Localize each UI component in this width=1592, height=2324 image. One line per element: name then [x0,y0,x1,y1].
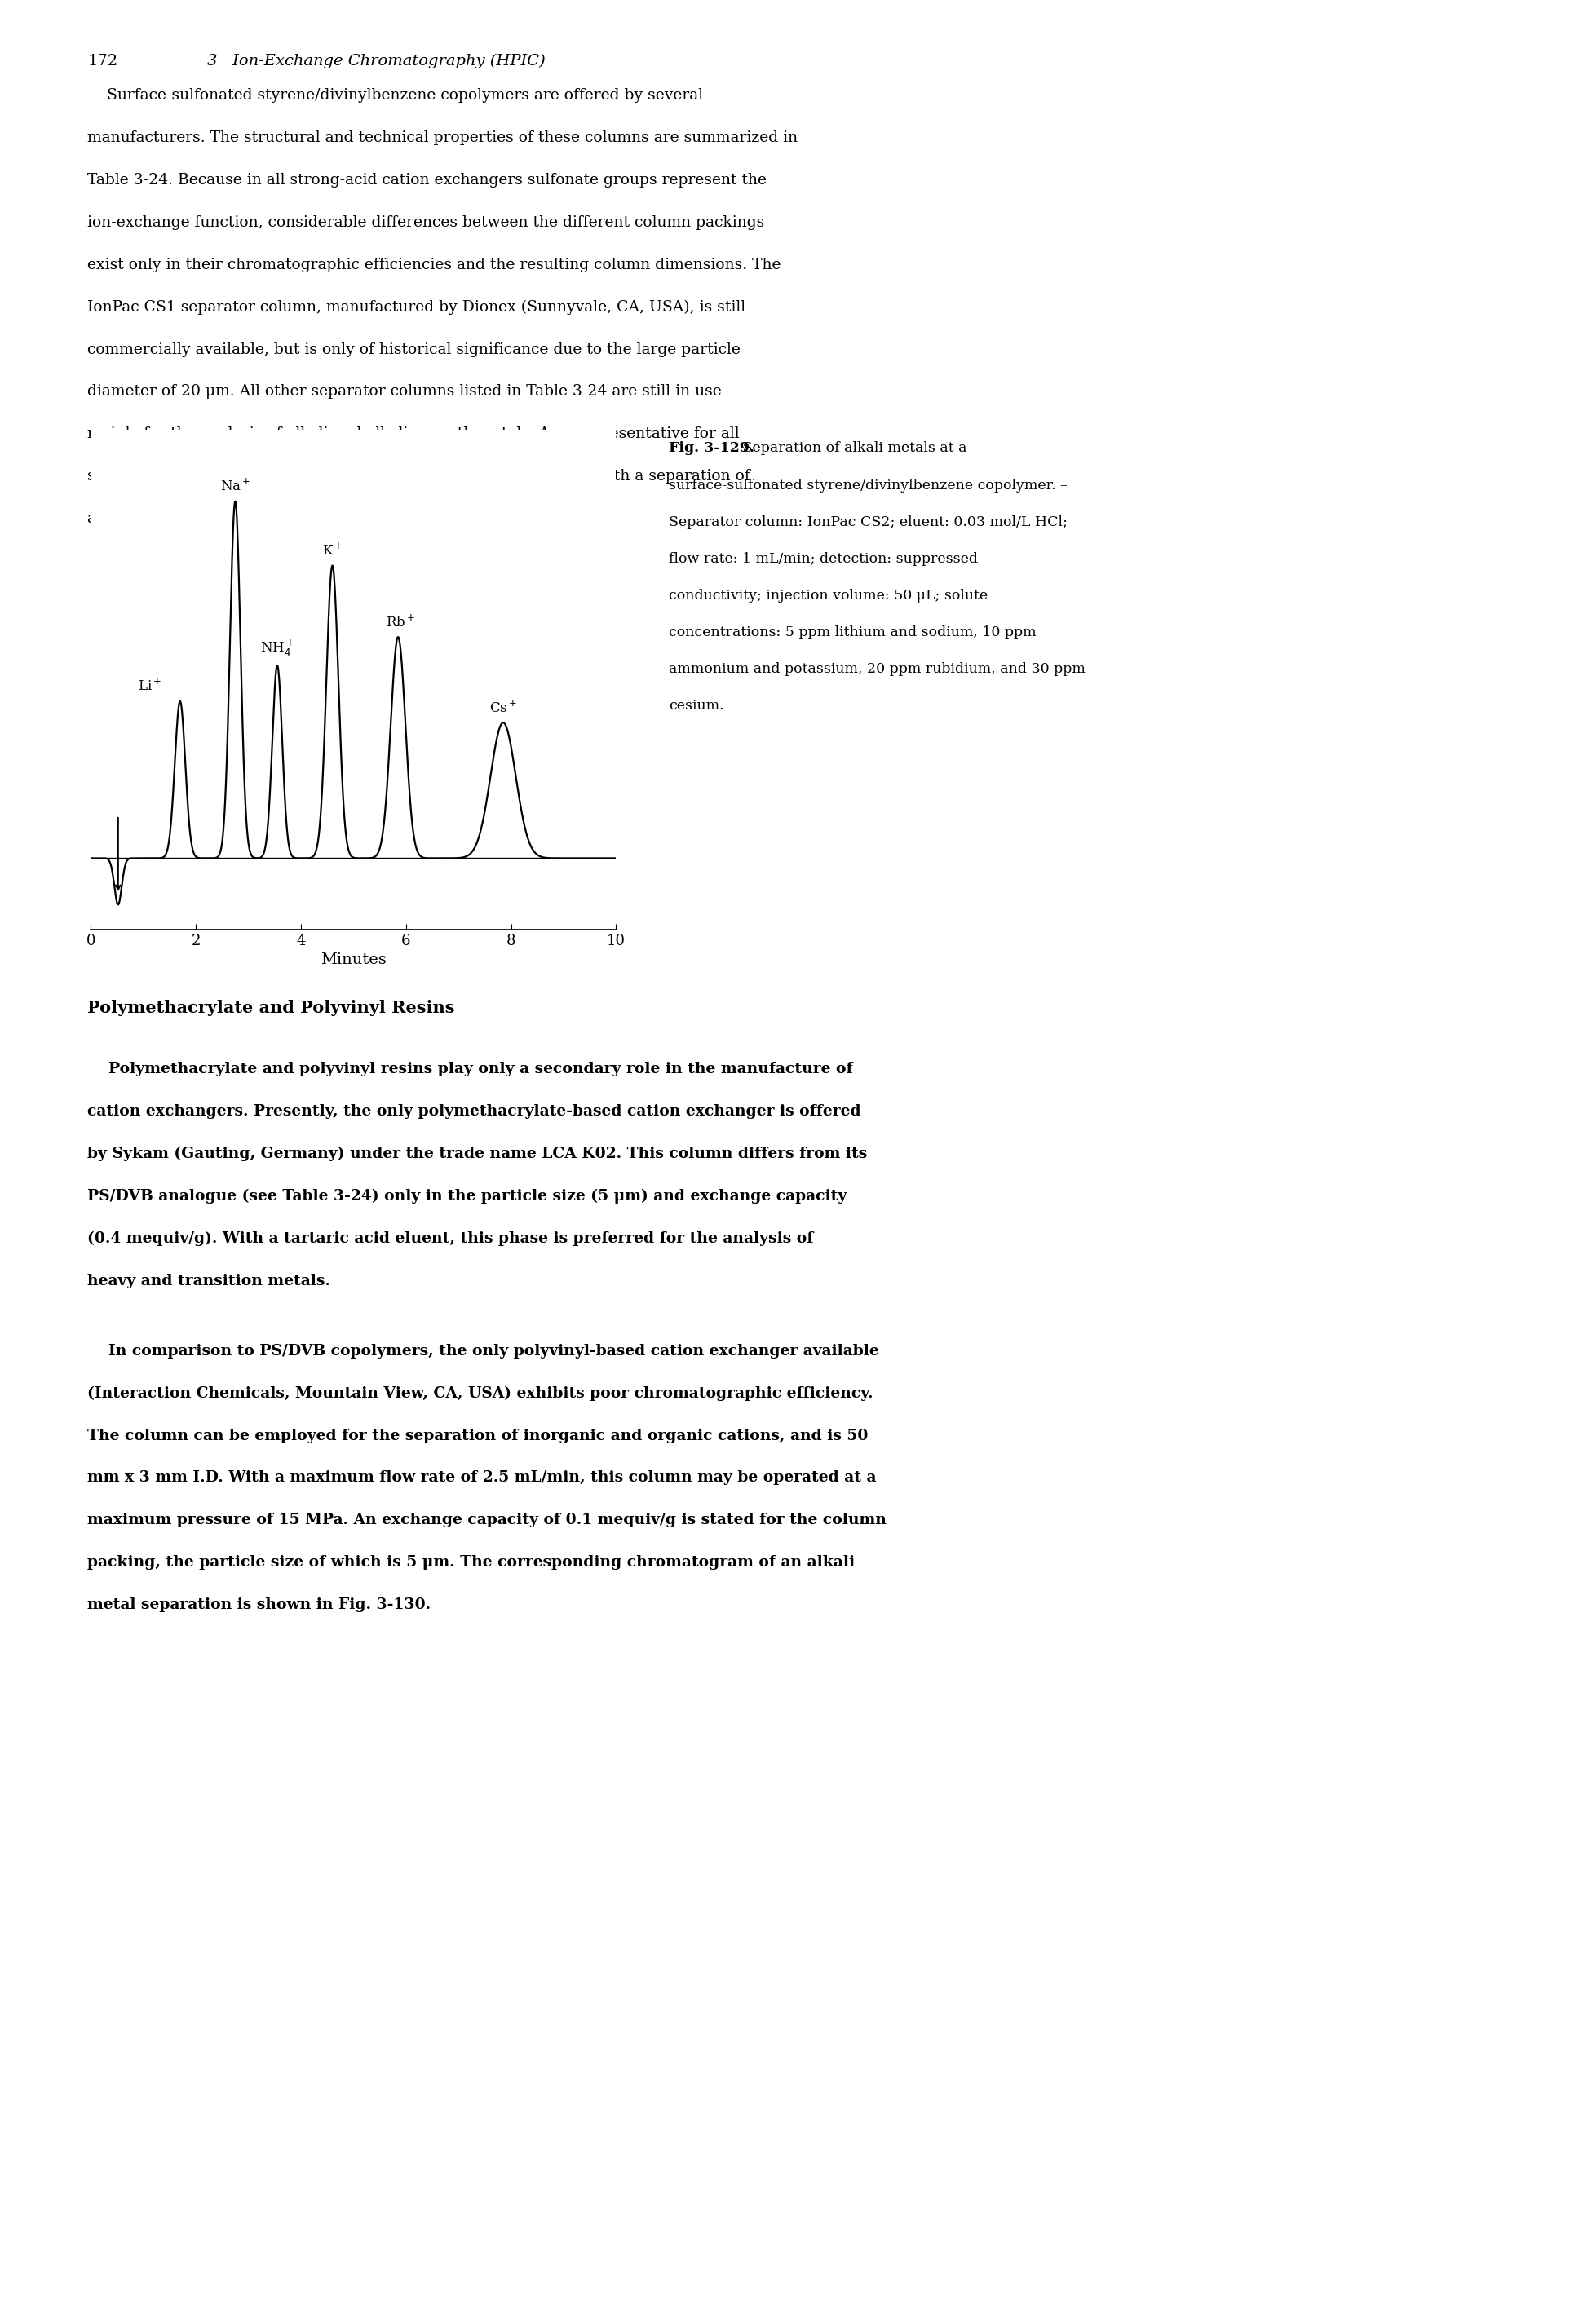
Text: K$^+$: K$^+$ [322,544,342,558]
Text: Polymethacrylate and polyvinyl resins play only a secondary role in the manufact: Polymethacrylate and polyvinyl resins pl… [88,1062,853,1076]
Text: ion-exchange function, considerable differences between the different column pac: ion-exchange function, considerable diff… [88,216,764,230]
Text: cesium.: cesium. [669,700,724,713]
Text: Na$^+$: Na$^+$ [220,479,250,495]
Text: by Sykam (Gauting, Germany) under the trade name LCA K02. This column differs fr: by Sykam (Gauting, Germany) under the tr… [88,1146,868,1162]
Text: In comparison to PS/DVB copolymers, the only polyvinyl-based cation exchanger av: In comparison to PS/DVB copolymers, the … [88,1343,879,1360]
Text: conductivity; injection volume: 50 μL; solute: conductivity; injection volume: 50 μL; s… [669,588,987,602]
Text: Table 3-24. Because in all strong-acid cation exchangers sulfonate groups repres: Table 3-24. Because in all strong-acid c… [88,172,767,188]
Text: heavy and transition metals.: heavy and transition metals. [88,1274,331,1287]
Text: Fig. 3-129.: Fig. 3-129. [669,442,755,456]
Text: 172: 172 [88,53,118,67]
X-axis label: Minutes: Minutes [320,953,387,967]
Text: (Interaction Chemicals, Mountain View, CA, USA) exhibits poor chromatographic ef: (Interaction Chemicals, Mountain View, C… [88,1385,874,1401]
Text: alkali metals which nowadays requires less than ten minutes.: alkali metals which nowadays requires le… [88,511,562,525]
Text: Cs$^+$: Cs$^+$ [489,700,517,716]
Text: IonPac CS1 separator column, manufactured by Dionex (Sunnyvale, CA, USA), is sti: IonPac CS1 separator column, manufacture… [88,300,745,314]
Text: The column can be employed for the separation of inorganic and organic cations, : The column can be employed for the separ… [88,1429,868,1443]
Text: diameter of 20 μm. All other separator columns listed in Table 3-24 are still in: diameter of 20 μm. All other separator c… [88,383,721,400]
Text: separator columns of this type Fig. 3-129 shows a chromatogram with a separation: separator columns of this type Fig. 3-12… [88,469,750,483]
Text: ammonium and potassium, 20 ppm rubidium, and 30 ppm: ammonium and potassium, 20 ppm rubidium,… [669,662,1086,676]
Text: PS/DVB analogue (see Table 3-24) only in the particle size (5 μm) and exchange c: PS/DVB analogue (see Table 3-24) only in… [88,1190,847,1204]
Text: manufacturers. The structural and technical properties of these columns are summ: manufacturers. The structural and techni… [88,130,798,146]
Text: Separation of alkali metals at a: Separation of alkali metals at a [739,442,966,456]
Text: Separator column: IonPac CS2; eluent: 0.03 mol/L HCl;: Separator column: IonPac CS2; eluent: 0.… [669,516,1067,530]
Text: Surface-sulfonated styrene/divinylbenzene copolymers are offered by several: Surface-sulfonated styrene/divinylbenzen… [88,88,704,102]
Text: commercially available, but is only of historical significance due to the large : commercially available, but is only of h… [88,342,740,358]
Text: cation exchangers. Presently, the only polymethacrylate-based cation exchanger i: cation exchangers. Presently, the only p… [88,1104,861,1120]
Text: flow rate: 1 mL/min; detection: suppressed: flow rate: 1 mL/min; detection: suppress… [669,551,977,565]
Text: maximum pressure of 15 MPa. An exchange capacity of 0.1 mequiv/g is stated for t: maximum pressure of 15 MPa. An exchange … [88,1513,887,1527]
Text: NH$_4^+$: NH$_4^+$ [259,639,295,658]
Text: metal separation is shown in Fig. 3-130.: metal separation is shown in Fig. 3-130. [88,1597,431,1613]
Text: exist only in their chromatographic efficiencies and the resulting column dimens: exist only in their chromatographic effi… [88,258,782,272]
Text: surface-sulfonated styrene/divinylbenzene copolymer. –: surface-sulfonated styrene/divinylbenzen… [669,479,1067,493]
Text: packing, the particle size of which is 5 μm. The corresponding chromatogram of a: packing, the particle size of which is 5… [88,1555,855,1571]
Text: Polymethacrylate and Polyvinyl Resins: Polymethacrylate and Polyvinyl Resins [88,999,455,1016]
Text: (0.4 mequiv/g). With a tartaric acid eluent, this phase is preferred for the ana: (0.4 mequiv/g). With a tartaric acid elu… [88,1232,814,1246]
Text: concentrations: 5 ppm lithium and sodium, 10 ppm: concentrations: 5 ppm lithium and sodium… [669,625,1036,639]
Text: 3   Ion-Exchange Chromatography (HPIC): 3 Ion-Exchange Chromatography (HPIC) [207,53,544,67]
Text: Rb$^+$: Rb$^+$ [385,614,416,630]
Text: mm x 3 mm I.D. With a maximum flow rate of 2.5 mL/min, this column may be operat: mm x 3 mm I.D. With a maximum flow rate … [88,1471,877,1485]
Text: Li$^+$: Li$^+$ [139,679,162,695]
Text: mainly for the analysis of alkali and alkaline-earth metals. As a representative: mainly for the analysis of alkali and al… [88,428,740,442]
